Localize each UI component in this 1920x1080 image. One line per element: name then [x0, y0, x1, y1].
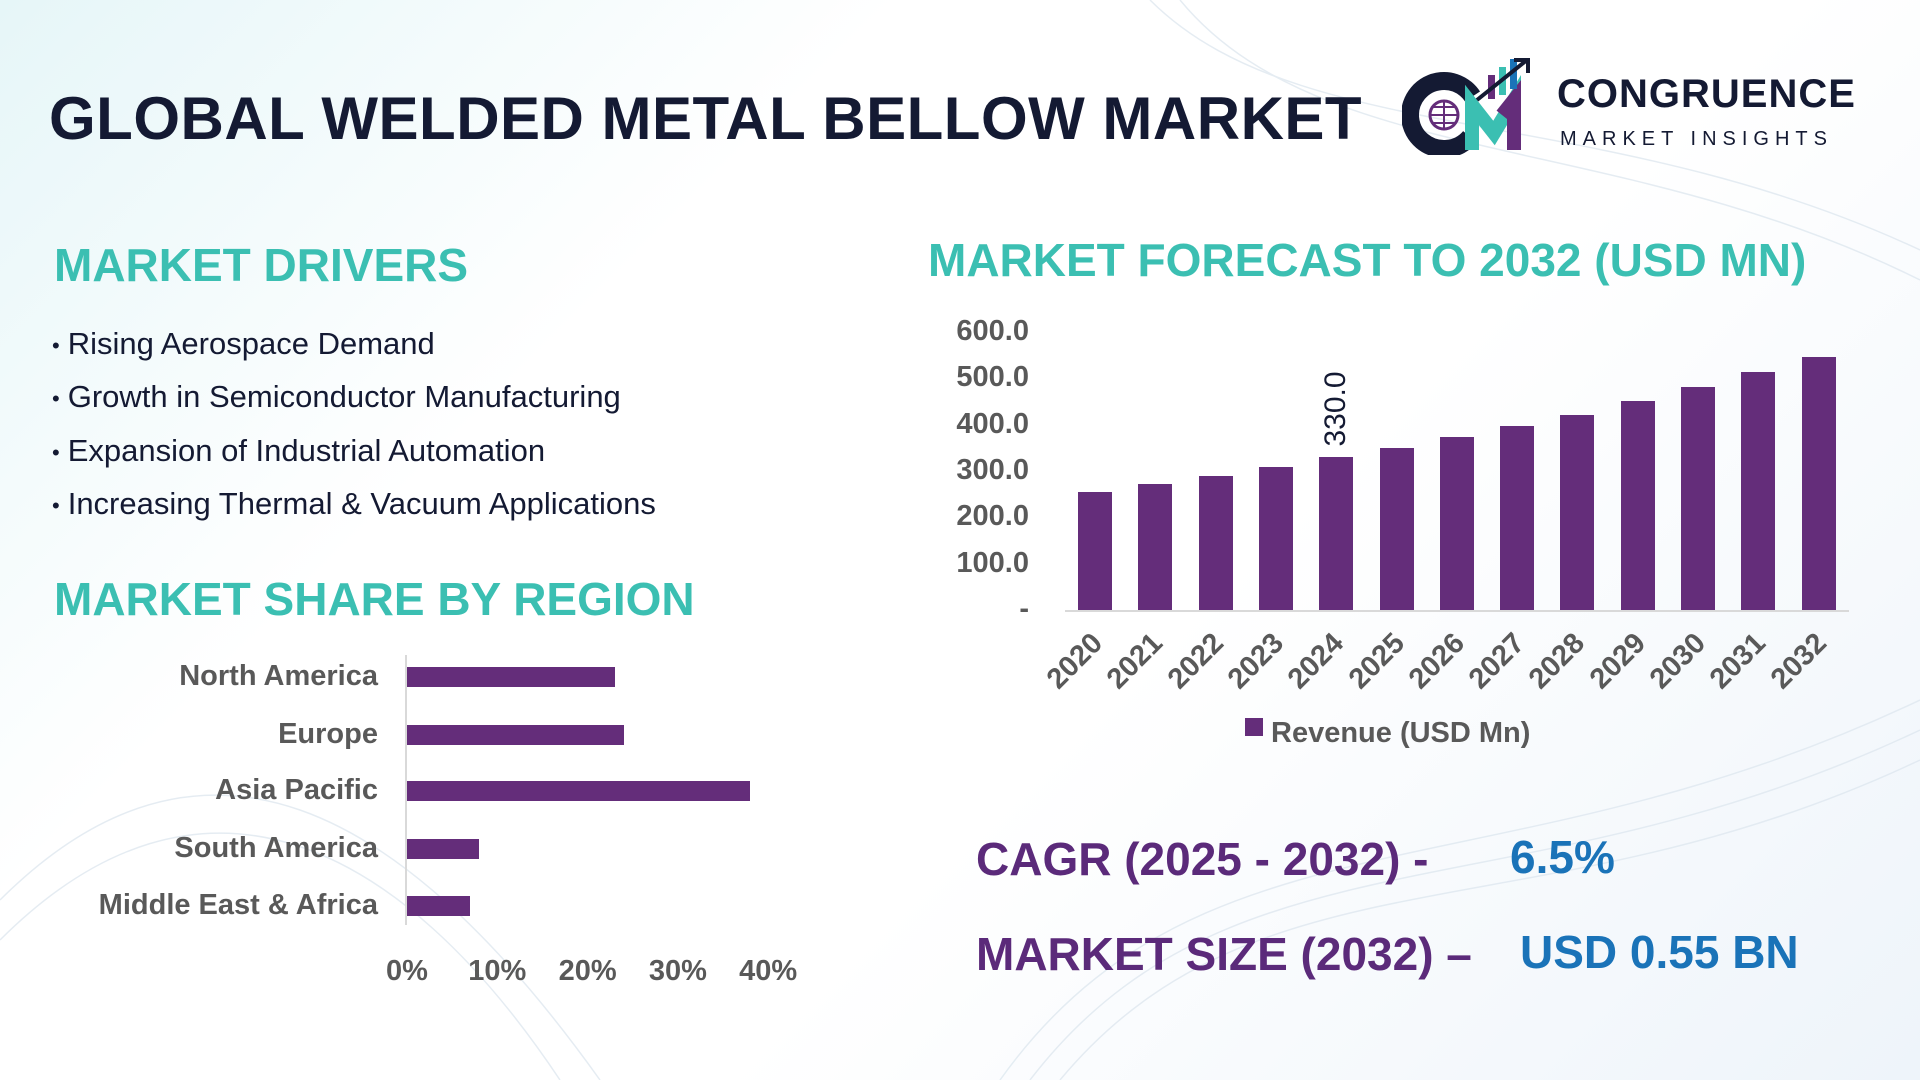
logo-name: CONGRUENCE	[1557, 72, 1856, 116]
region-label: Europe	[278, 718, 378, 750]
bar-2027	[1500, 426, 1535, 610]
bullet-icon: •	[52, 492, 60, 518]
x-tick-label: 10%	[468, 955, 527, 987]
x-tick-label: 2030	[1643, 627, 1713, 696]
driver-item: • Increasing Thermal & Vacuum Application…	[52, 486, 656, 522]
bar-2030	[1681, 387, 1715, 610]
x-tick-label: 2022	[1161, 627, 1230, 696]
bullet-icon: •	[52, 332, 60, 358]
x-tick-label: 30%	[648, 955, 707, 987]
market-size-value: USD 0.55 BN	[1520, 926, 1799, 978]
bar-2020	[1078, 491, 1112, 610]
legend-swatch	[1245, 718, 1263, 736]
region-heading: MARKET SHARE BY REGION	[54, 573, 695, 625]
driver-item: • Growth in Semiconductor Manufacturing	[52, 379, 621, 415]
market-size-label: MARKET SIZE (2032) –	[976, 928, 1472, 980]
x-tick-label: 2027	[1462, 627, 1532, 696]
x-tick-label: 20%	[558, 955, 617, 987]
cagr-value: 6.5%	[1510, 831, 1615, 883]
region-label: Middle East & Africa	[98, 889, 378, 921]
driver-text: Growth in Semiconductor Manufacturing	[67, 379, 621, 414]
x-tick-label: 2020	[1040, 627, 1110, 696]
bar-2026	[1439, 437, 1474, 610]
x-axis-line	[1065, 610, 1849, 612]
logo-tagline: MARKET INSIGHTS	[1560, 128, 1833, 150]
bar-2029	[1620, 400, 1655, 610]
bar-2032	[1801, 356, 1836, 610]
y-tick-label: 100.0	[956, 546, 1029, 579]
driver-item: • Expansion of Industrial Automation	[52, 433, 545, 469]
bar-2031	[1741, 372, 1776, 610]
bullet-icon: •	[52, 385, 60, 411]
region-label: North America	[179, 660, 378, 692]
y-tick-label: 400.0	[956, 407, 1029, 440]
forecast-heading: MARKET FORECAST TO 2032 (USD MN)	[928, 234, 1807, 286]
x-tick-label: 2021	[1101, 627, 1170, 696]
driver-text: Expansion of Industrial Automation	[67, 433, 546, 468]
x-tick-label: 40%	[739, 955, 798, 987]
bar-north-america	[407, 667, 615, 687]
bar-2023	[1258, 466, 1293, 610]
data-label: 330.0	[1319, 371, 1353, 447]
y-tick-label: -	[1019, 593, 1029, 625]
y-tick-label: 500.0	[956, 361, 1029, 394]
bar-europe	[407, 725, 624, 745]
x-tick-label: 2029	[1583, 627, 1652, 696]
x-tick-label: 2023	[1221, 627, 1290, 696]
x-tick-label: 2026	[1402, 627, 1471, 696]
driver-text: Rising Aerospace Demand	[67, 326, 435, 361]
bar-2028	[1560, 415, 1595, 610]
x-tick-label: 2032	[1764, 627, 1833, 696]
y-tick-label: 200.0	[956, 500, 1029, 533]
bar-south-america	[407, 839, 480, 859]
bar-2025	[1379, 447, 1414, 610]
bullet-icon: •	[52, 439, 60, 465]
bar-2022	[1198, 476, 1233, 610]
bar-2024	[1319, 457, 1354, 610]
x-tick-label: 2024	[1281, 627, 1351, 696]
x-tick-label: 2028	[1523, 627, 1592, 696]
y-tick-label: 600.0	[956, 315, 1029, 347]
y-axis-line	[405, 655, 407, 925]
bar-middle-east-africa	[407, 896, 471, 916]
cagr-label: CAGR (2025 - 2032) -	[976, 833, 1429, 885]
driver-item: • Rising Aerospace Demand	[52, 326, 435, 362]
bar-asia-pacific	[407, 781, 751, 801]
region-label: South America	[174, 832, 378, 864]
legend-label: Revenue (USD Mn)	[1271, 717, 1531, 749]
page-title: GLOBAL WELDED METAL BELLOW MARKET	[49, 85, 1363, 152]
drivers-heading: MARKET DRIVERS	[54, 239, 469, 291]
driver-text: Increasing Thermal & Vacuum Applications	[67, 486, 656, 521]
x-tick-label: 2031	[1704, 627, 1773, 696]
region-label: Asia Pacific	[215, 774, 378, 806]
x-tick-label: 2025	[1342, 627, 1411, 696]
bar-2021	[1138, 483, 1173, 610]
y-tick-label: 300.0	[956, 454, 1029, 486]
x-tick-label: 0%	[386, 955, 428, 987]
logo-mark	[1401, 55, 1542, 158]
